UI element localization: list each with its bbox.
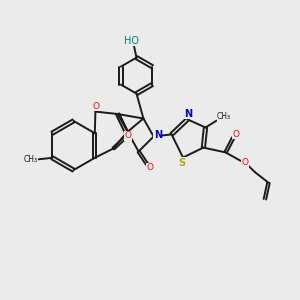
Text: CH₃: CH₃ (217, 112, 231, 122)
Text: O: O (232, 130, 240, 139)
Text: O: O (125, 131, 132, 140)
Text: N: N (154, 130, 162, 140)
Text: O: O (146, 163, 154, 172)
Text: O: O (92, 102, 100, 111)
Text: N: N (184, 109, 192, 119)
Text: S: S (178, 158, 185, 168)
Text: HO: HO (124, 35, 139, 46)
Text: CH₃: CH₃ (23, 155, 38, 164)
Text: O: O (241, 158, 248, 167)
